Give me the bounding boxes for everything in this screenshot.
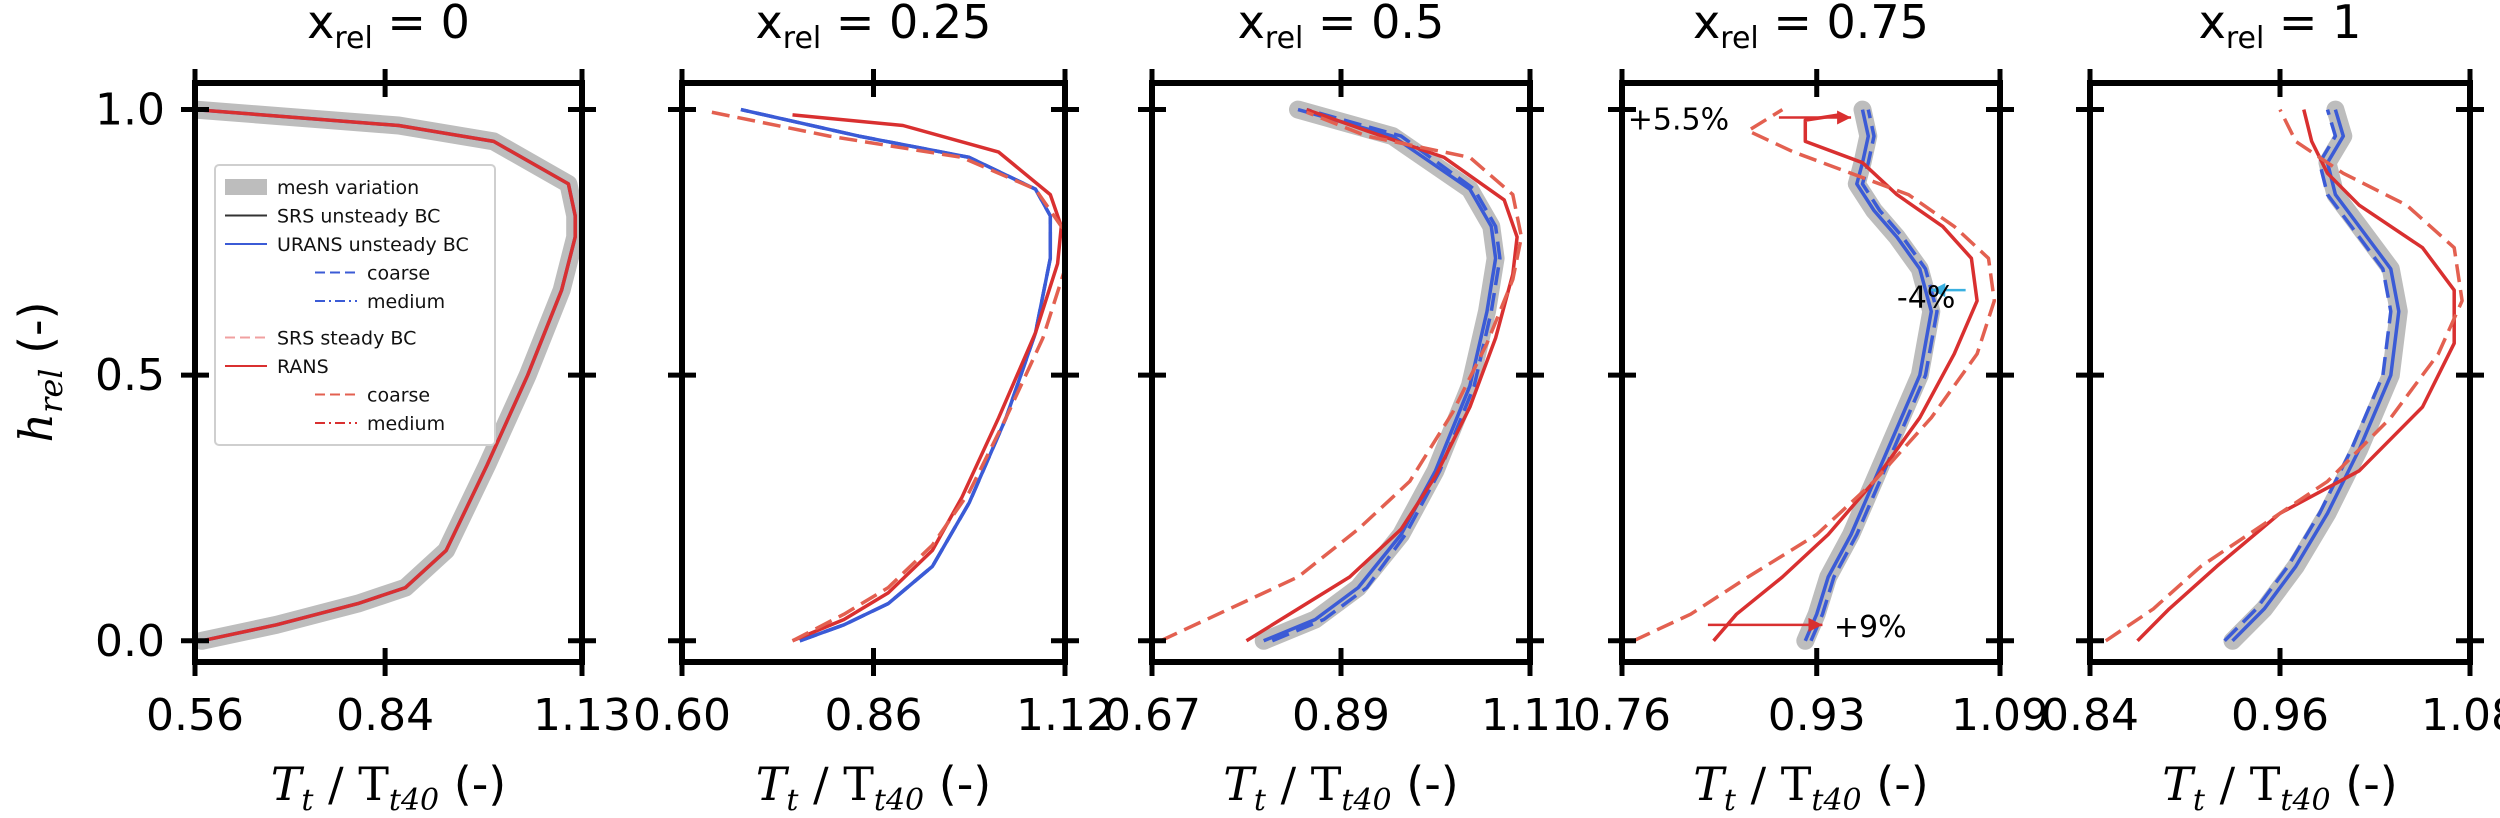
x-axis-label: Tt / Tt40 (-): [1223, 757, 1459, 818]
panel-title: xrel = 0.75: [1693, 0, 1929, 56]
panel-5: 0.84 0.96 1.08 xrel = 1 Tt / Tt40 (-): [2041, 0, 2500, 818]
x-tick-label: 0.60: [633, 690, 731, 741]
y-tick-label: 1.0: [95, 85, 165, 136]
x-tick-label: 0.56: [146, 690, 244, 741]
axes-frame: [192, 80, 585, 665]
plot-area: [711, 107, 1065, 643]
legend-item: medium: [315, 413, 445, 435]
legend-label: URANS unsteady BC: [277, 234, 469, 256]
legend-label: RANS: [277, 356, 329, 378]
x-axis-label: Tt / Tt40 (-): [756, 757, 992, 818]
series-line-steady-2: [195, 107, 577, 643]
legend-swatch: [225, 179, 267, 195]
x-tick-label: 1.09: [1951, 690, 2049, 741]
plot-area: [1159, 100, 1524, 650]
series-line-unsteady-1: [1803, 109, 1934, 642]
mesh-variation-band: [1796, 100, 1941, 650]
series-line-unsteady-1: [1263, 107, 1498, 643]
legend-item: URANS unsteady BC: [225, 234, 469, 256]
axis-labels: hrel (-): [9, 301, 70, 442]
series-line-unsteady-2: [2223, 109, 2393, 643]
x-tick-label: 1.12: [1016, 690, 1114, 741]
legend: mesh variation SRS unsteady BC URANS unste…: [214, 164, 496, 446]
x-tick-label: 0.84: [2041, 690, 2139, 741]
legend-item: RANS: [225, 356, 329, 378]
series-line-unsteady-2: [1809, 109, 1939, 642]
series-line-steady_dash-4: [1159, 110, 1524, 643]
x-tick-label: 0.96: [2231, 690, 2329, 741]
x-tick-label: 0.84: [336, 690, 434, 741]
x-tick-label: 0.86: [825, 690, 923, 741]
series-line-steady_dash-4: [1632, 108, 1997, 643]
panel-3: 0.67 0.89 1.11 xrel = 0.5 Tt / Tt40 (-): [1103, 0, 1579, 818]
plot-area: [195, 100, 582, 650]
x-tick-label: 0.76: [1573, 690, 1671, 741]
axes-frame: [679, 80, 1068, 665]
legend-label: medium: [367, 413, 445, 435]
x-tick-label: 1.08: [2421, 690, 2500, 741]
x-tick-label: 1.13: [533, 690, 631, 741]
legend-item: medium: [315, 291, 445, 313]
series-line-steady-3: [1712, 113, 1979, 642]
series-line-steady-2: [791, 113, 1064, 643]
series-line-unsteady-0: [740, 107, 1053, 643]
series-line-steady_dash-3: [711, 110, 1065, 643]
series-line-unsteady-1: [740, 107, 1053, 643]
legend-label: SRS unsteady BC: [277, 206, 440, 228]
panel-2: 0.60 0.86 1.12 xrel = 0.25 Tt / Tt40 (-): [633, 0, 1114, 818]
y-tick-label: 0.0: [95, 616, 165, 667]
annotation-label: +5.5%: [1628, 103, 1729, 138]
panel-title: xrel = 0.25: [756, 0, 992, 56]
panel-title: xrel = 0.5: [1238, 0, 1445, 56]
panel-title: xrel = 0: [307, 0, 470, 56]
y-tick-label: 0.5: [95, 350, 165, 401]
arrow-head: [1808, 617, 1823, 632]
legend-item: SRS steady BC: [225, 328, 416, 350]
series-line-steady_dash-4: [2104, 108, 2464, 643]
x-axis-label: Tt / Tt40 (-): [2162, 757, 2398, 818]
x-tick-label: 0.67: [1103, 690, 1201, 741]
x-tick-label: 0.93: [1768, 690, 1866, 741]
plot-area: [2104, 100, 2464, 650]
legend-item: mesh variation: [225, 177, 419, 199]
annotation-label: +9%: [1834, 610, 1907, 645]
legend-label: coarse: [367, 263, 430, 285]
annotation-label: -4%: [1897, 280, 1955, 315]
series-line-steady-3: [2136, 109, 2456, 643]
x-axis-label: Tt / Tt40 (-): [271, 757, 507, 818]
legend-label: mesh variation: [277, 177, 419, 199]
panel-4: 0.76 0.93 1.09 xrel = 0.75 Tt / Tt40 (-) +5.5…: [1573, 0, 2049, 818]
legend-item: SRS unsteady BC: [225, 206, 440, 228]
plot-area: [1632, 100, 1997, 650]
panel-title: xrel = 1: [2199, 0, 2362, 56]
x-tick-label: 1.11: [1481, 690, 1579, 741]
legend-item: coarse: [315, 263, 430, 285]
x-axis-label: Tt / Tt40 (-): [1693, 757, 1929, 818]
legend-box: [214, 164, 496, 446]
x-tick-label: 0.89: [1292, 690, 1390, 741]
axes-frame: [1619, 80, 2003, 665]
legend-item: coarse: [315, 385, 430, 407]
panels: 0.0 0.5 1.0 0.56 0.84 1.13 xrel = 0 Tt / Tt40 (…: [95, 0, 2500, 818]
y-axis-label: hrel (-): [9, 301, 70, 442]
series-line-steady-3: [1245, 107, 1519, 643]
panel-1: 0.0 0.5 1.0 0.56 0.84 1.13 xrel = 0 Tt / Tt40 (…: [95, 0, 631, 818]
legend-label: medium: [367, 291, 445, 313]
legend-label: coarse: [367, 385, 430, 407]
legend-label: SRS steady BC: [277, 328, 416, 350]
arrow-head: [1931, 283, 1946, 298]
arrow-head: [1837, 110, 1852, 125]
